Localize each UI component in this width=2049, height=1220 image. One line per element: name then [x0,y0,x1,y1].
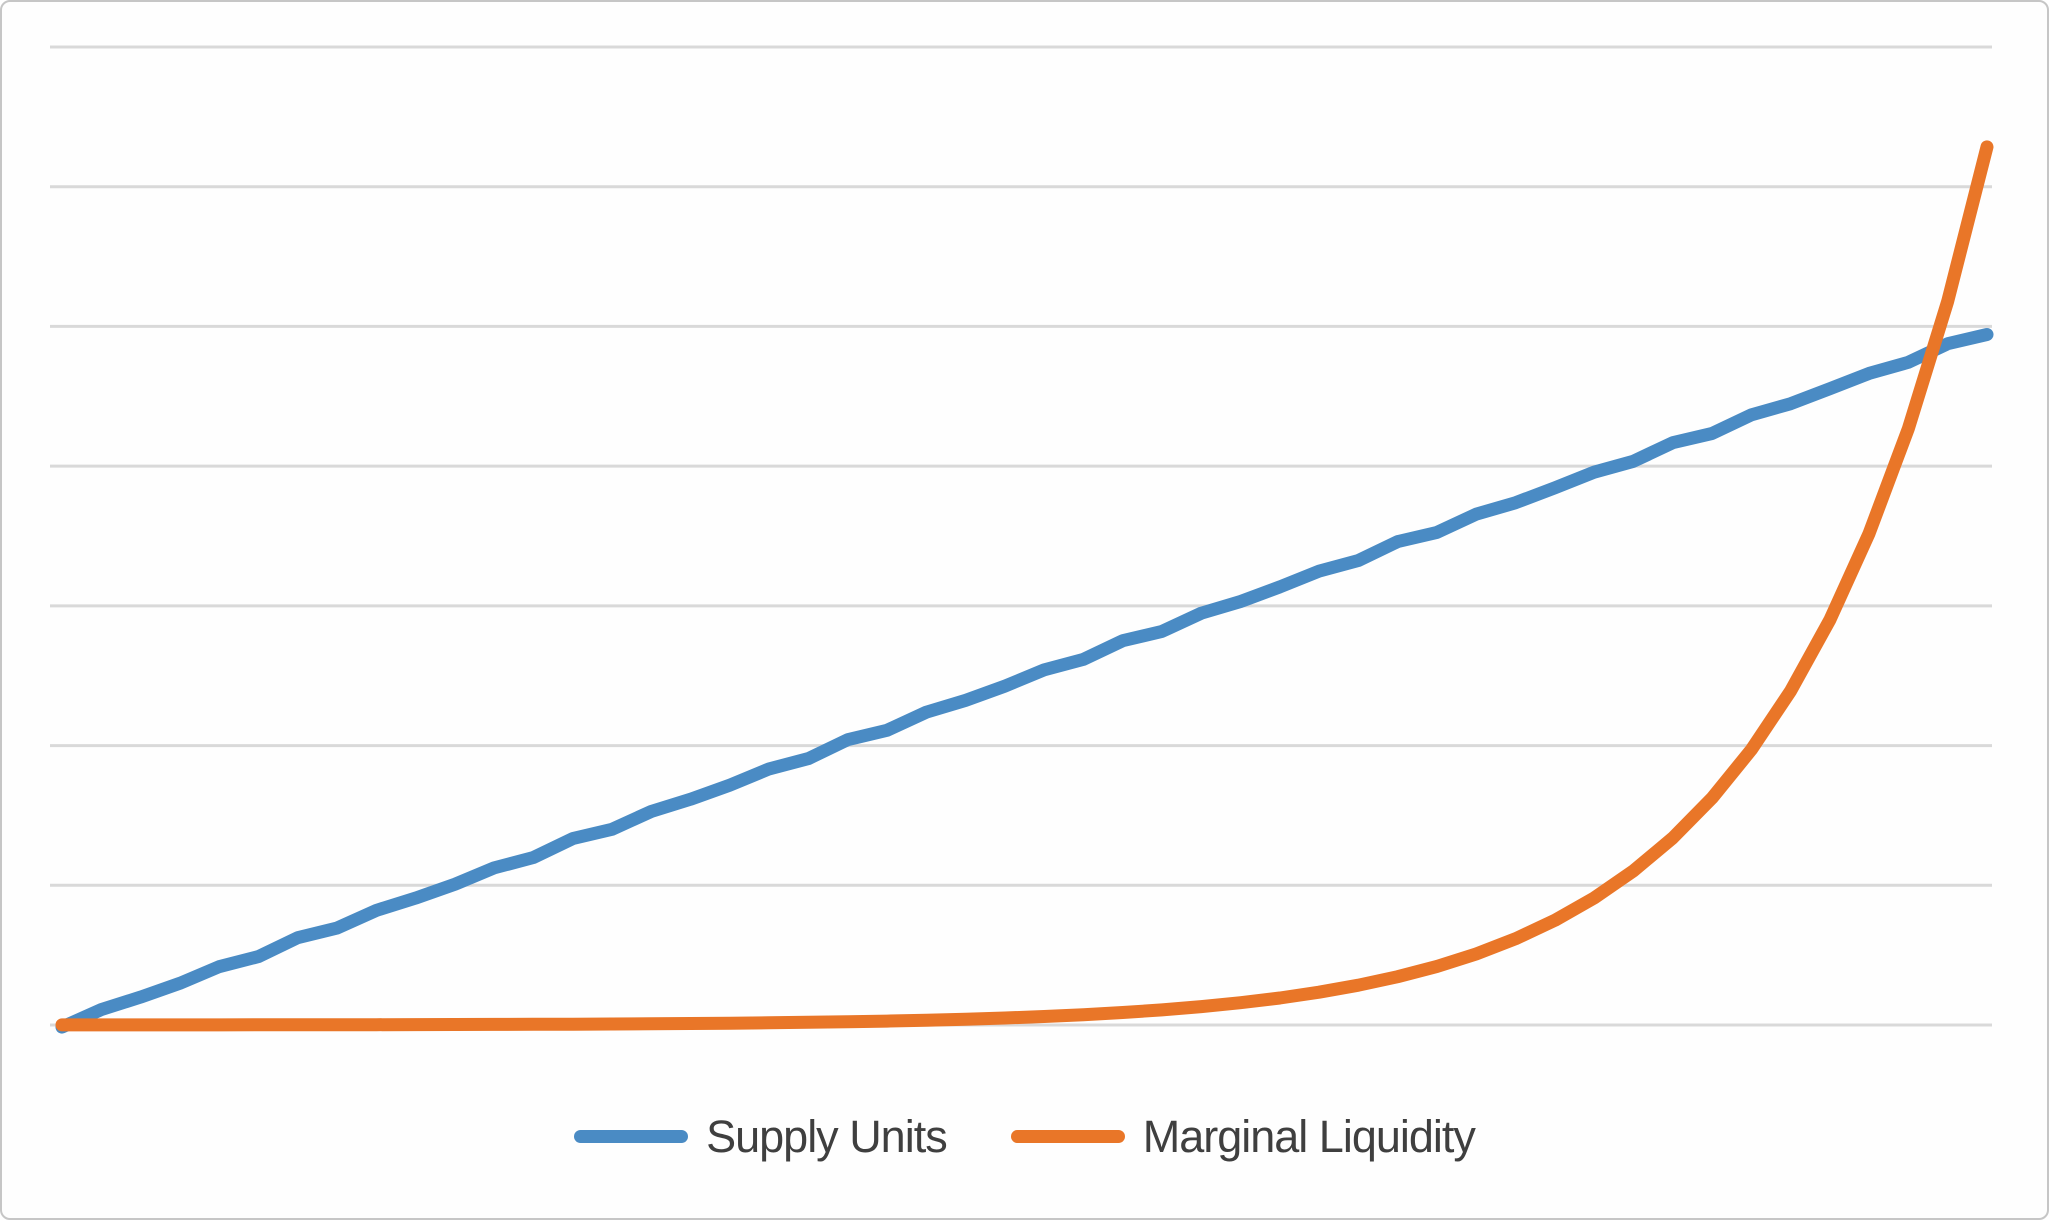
series-line-marginal-liquidity [55,140,1994,1032]
series-line-supply-units [55,328,1994,1034]
